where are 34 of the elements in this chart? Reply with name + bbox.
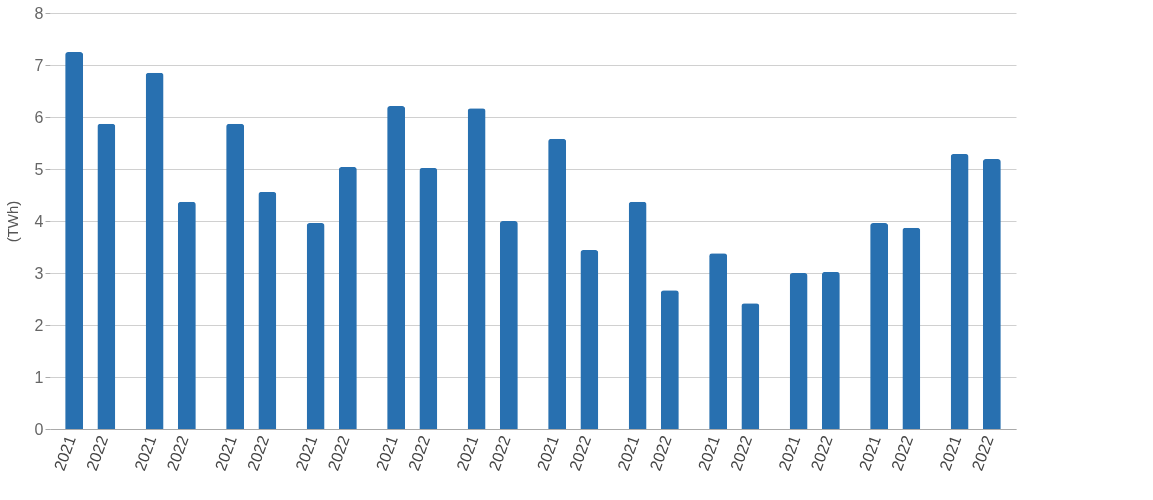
x-tick-label: 2021 (533, 433, 562, 473)
x-tick-label: 2022 (726, 433, 756, 473)
x-tick-label: 2021 (131, 433, 160, 473)
x-tick-label: 2021 (855, 433, 884, 473)
x-tick-label: 2021 (694, 433, 723, 473)
x-tick-label: 2022 (243, 433, 273, 473)
x-tick-label: 2022 (82, 433, 112, 473)
y-tick-label: 8 (34, 4, 44, 22)
x-tick-label: 2022 (163, 433, 192, 473)
y-tick-label: 1 (34, 368, 44, 386)
x-tick-label: 2022 (646, 433, 675, 473)
x-tick-label: 2022 (807, 433, 836, 473)
y-tick-label: 7 (34, 56, 44, 74)
x-tick-label: 2021 (211, 433, 240, 473)
x-tick-label: 2021 (50, 433, 79, 473)
x-tick-label: 2021 (614, 433, 643, 473)
y-axis-title: (TWh) (3, 200, 21, 243)
x-tick-label: 2021 (292, 433, 321, 473)
x-tick-label: 2022 (565, 433, 595, 473)
x-tick-label: 2021 (453, 433, 482, 473)
x-tick-label: 2021 (372, 433, 401, 473)
x-tick-label: 2021 (936, 433, 965, 473)
x-tick-label: 2022 (887, 433, 917, 473)
y-tick-label: 5 (34, 160, 44, 178)
x-tick-label: 2021 (775, 433, 804, 473)
x-tick-label: 2022 (968, 433, 997, 473)
y-tick-label: 3 (34, 264, 44, 282)
x-tick-label: 2022 (324, 433, 353, 473)
y-tick-label: 2 (34, 316, 44, 334)
x-tick-label: 2022 (485, 433, 514, 473)
y-tick-label: 4 (34, 212, 44, 230)
x-tick-label: 2022 (404, 433, 434, 473)
y-tick-label: 6 (34, 108, 44, 126)
y-tick-label: 0 (34, 420, 44, 438)
